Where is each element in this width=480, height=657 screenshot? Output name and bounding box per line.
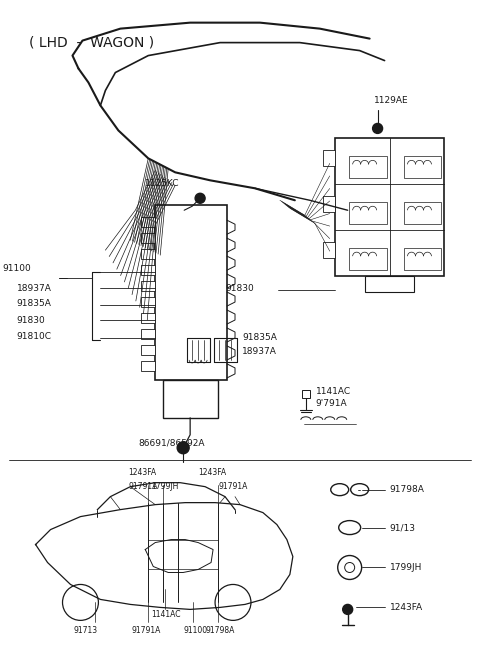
Ellipse shape xyxy=(351,484,369,495)
Text: 1129AE: 1129AE xyxy=(373,96,408,105)
Text: 1243FA: 1243FA xyxy=(198,468,226,477)
Text: 91100: 91100 xyxy=(183,626,207,635)
Bar xyxy=(141,329,155,339)
Text: ( LHD  -  WAGON ): ( LHD - WAGON ) xyxy=(29,35,154,50)
Bar xyxy=(365,276,415,292)
Text: 91791A: 91791A xyxy=(132,626,161,635)
Bar xyxy=(404,156,442,178)
Text: 1243FA: 1243FA xyxy=(128,468,156,477)
Bar xyxy=(141,345,155,355)
Bar xyxy=(141,217,155,227)
Bar xyxy=(302,390,310,398)
Text: 91798A: 91798A xyxy=(390,485,424,494)
Bar xyxy=(348,156,386,178)
Text: 1141AC: 1141AC xyxy=(316,388,351,396)
Bar xyxy=(141,249,155,259)
Text: 91810C: 91810C xyxy=(17,332,52,342)
Bar xyxy=(323,242,335,258)
Text: 18937A: 18937A xyxy=(242,348,277,357)
Text: 91791A: 91791A xyxy=(128,482,158,491)
Text: 91835A: 91835A xyxy=(242,334,277,342)
Text: 91791A: 91791A xyxy=(218,482,247,491)
Text: 1125KC: 1125KC xyxy=(145,179,180,188)
Ellipse shape xyxy=(339,520,360,535)
Text: 91713: 91713 xyxy=(73,626,97,635)
Text: 1799JH: 1799JH xyxy=(151,482,179,491)
Bar xyxy=(335,139,444,276)
Bar xyxy=(141,281,155,291)
Ellipse shape xyxy=(331,484,348,495)
Bar xyxy=(155,205,227,380)
Text: 91798A: 91798A xyxy=(205,626,234,635)
Bar xyxy=(348,202,386,224)
Bar xyxy=(348,248,386,270)
Bar xyxy=(141,233,155,243)
Bar xyxy=(141,297,155,307)
Bar xyxy=(323,196,335,212)
Text: 18937A: 18937A xyxy=(17,284,51,292)
Text: 1141AC: 1141AC xyxy=(151,610,181,619)
Text: 9'791A: 9'791A xyxy=(316,399,348,409)
Bar xyxy=(404,248,442,270)
Bar xyxy=(141,313,155,323)
Text: 91/13: 91/13 xyxy=(390,523,416,532)
Circle shape xyxy=(343,604,353,614)
Bar xyxy=(323,150,335,166)
Circle shape xyxy=(177,442,189,454)
Bar xyxy=(163,380,218,418)
Text: 91835A: 91835A xyxy=(17,298,51,307)
Bar xyxy=(141,265,155,275)
Bar xyxy=(404,202,442,224)
Circle shape xyxy=(372,124,383,133)
Text: 91830: 91830 xyxy=(225,284,254,292)
Text: 1243FA: 1243FA xyxy=(390,603,423,612)
Text: 86691/86592A: 86691/86592A xyxy=(138,438,205,447)
Text: 1799JH: 1799JH xyxy=(390,563,422,572)
Text: 91830: 91830 xyxy=(17,315,46,325)
Text: 91100: 91100 xyxy=(3,263,31,273)
Bar xyxy=(141,361,155,371)
Circle shape xyxy=(195,193,205,203)
